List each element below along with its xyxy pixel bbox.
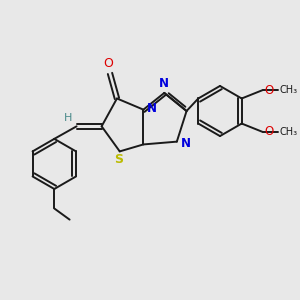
Text: O: O xyxy=(265,125,274,138)
Text: H: H xyxy=(64,113,72,123)
Text: O: O xyxy=(265,84,274,97)
Text: CH₃: CH₃ xyxy=(280,85,298,95)
Text: N: N xyxy=(147,102,157,115)
Text: O: O xyxy=(104,57,113,70)
Text: S: S xyxy=(114,153,123,166)
Text: N: N xyxy=(181,136,191,149)
Text: CH₃: CH₃ xyxy=(280,127,298,137)
Text: N: N xyxy=(159,76,169,90)
